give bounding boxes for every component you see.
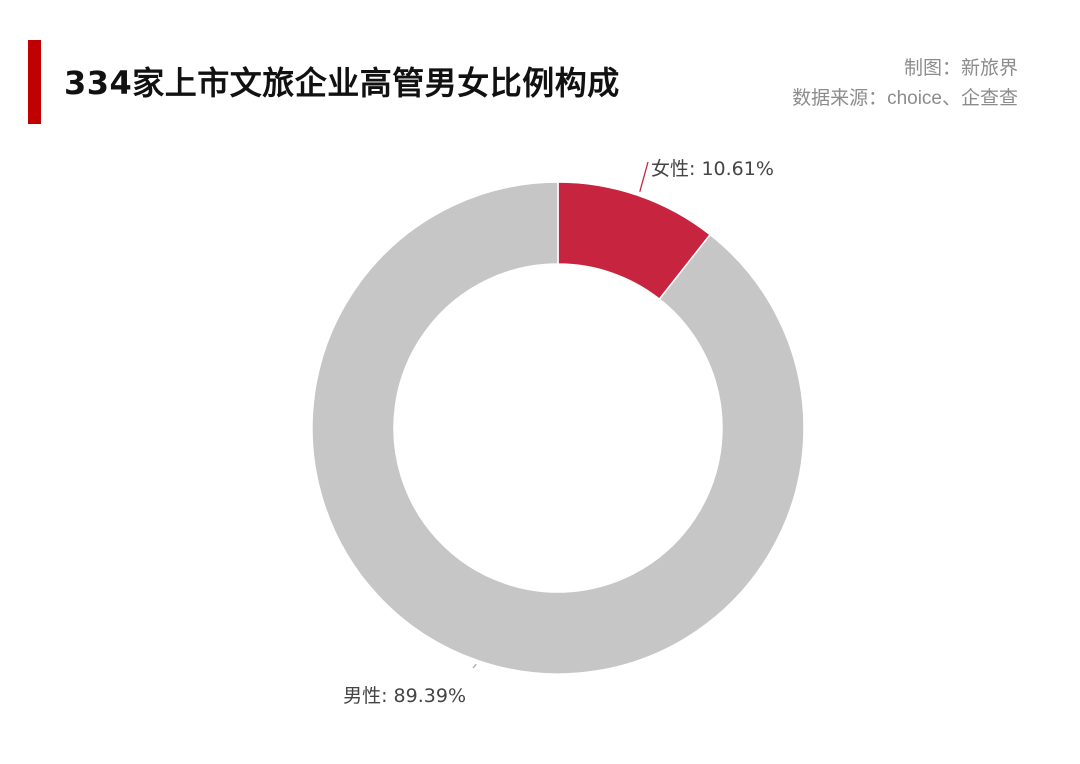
chart-meta: 制图：新旅界 数据来源：choice、企查查 (792, 54, 1018, 114)
leader-line-female (639, 161, 649, 192)
data-source: 数据来源：choice、企查查 (792, 88, 1018, 109)
donut-slice-male (311, 181, 805, 675)
slice-label-female: 女性: 10.61% (651, 158, 774, 180)
chart-credit: 制图：新旅界 (903, 58, 1018, 79)
chart-title: 334家上市文旅企业高管男女比例构成 (64, 64, 620, 102)
slice-label-male: 男性: 89.39% (343, 685, 466, 707)
title-accent-bar (28, 40, 41, 124)
leader-line-male (472, 663, 477, 669)
